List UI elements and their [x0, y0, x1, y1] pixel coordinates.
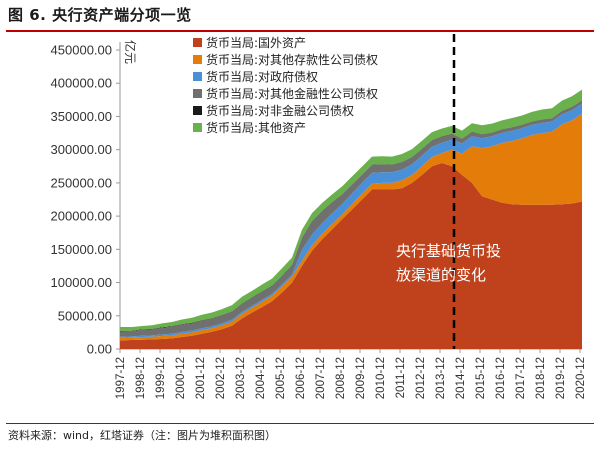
- legend: 货币当局:国外资产货币当局:对其他存款性公司债权货币当局:对政府债权货币当局:对…: [193, 35, 378, 135]
- x-tick-label: 2016-12: [495, 357, 507, 399]
- source-note: 资料来源：wind，红塔证券（注：图片为堆积面积图）: [8, 429, 277, 442]
- legend-label-1: 货币当局:对其他存款性公司债权: [206, 52, 378, 67]
- legend-swatch-5: [193, 123, 202, 132]
- y-tick-label: 150000.00: [51, 242, 112, 257]
- x-tick-label: 2007-12: [315, 357, 327, 399]
- x-tick-label: 2000-12: [175, 357, 187, 399]
- legend-swatch-2: [193, 72, 202, 81]
- title-rule: [6, 30, 594, 32]
- x-tick-label: 2020-12: [575, 357, 587, 399]
- x-tick-label: 2018-12: [535, 357, 547, 399]
- x-tick-label: 1998-12: [135, 357, 147, 399]
- x-tick-label: 2001-12: [195, 357, 207, 399]
- x-tick-label: 2008-12: [335, 357, 347, 399]
- annotation-line-2: 放渠道的变化: [396, 266, 486, 284]
- x-tick-label: 1999-12: [155, 357, 167, 399]
- x-tick-label: 2012-12: [415, 357, 427, 399]
- y-axis-unit-label: 亿元: [123, 40, 138, 64]
- x-tick-label: 2011-12: [395, 357, 407, 398]
- x-tick-label: 2003-12: [235, 357, 247, 399]
- y-tick-label: 450000.00: [51, 43, 112, 58]
- x-tick-label: 2019-12: [555, 357, 567, 399]
- y-tick-label: 200000.00: [51, 209, 112, 224]
- y-tick-label: 50000.00: [58, 308, 112, 323]
- y-tick-label: 350000.00: [51, 109, 112, 124]
- annotation-line-1: 央行基础货币投: [396, 242, 501, 260]
- y-tick-label: 0.00: [87, 342, 112, 357]
- legend-label-4: 货币当局:对非金融公司债权: [206, 103, 354, 118]
- x-tick-label: 1997-12: [115, 357, 127, 399]
- area-series-5: [120, 89, 582, 331]
- legend-swatch-0: [193, 38, 202, 47]
- area-series-3: [120, 100, 582, 337]
- y-tick-label: 300000.00: [51, 142, 112, 157]
- legend-label-2: 货币当局:对政府债权: [206, 69, 318, 84]
- legend-swatch-4: [193, 106, 202, 115]
- x-tick-label: 2005-12: [275, 357, 287, 399]
- legend-swatch-1: [193, 55, 202, 64]
- x-tick-label: 2014-12: [455, 357, 467, 399]
- figure-title: 图 6. 央行资产端分项一览: [8, 6, 192, 24]
- x-tick-label: 2017-12: [515, 357, 527, 399]
- legend-label-0: 货币当局:国外资产: [206, 35, 306, 50]
- area-series-0: [120, 163, 582, 349]
- tick-labels-layer: 0.00 50000.00 100000.00 150000.00 200000.00 2…: [51, 43, 587, 400]
- y-tick-label: 100000.00: [51, 275, 112, 290]
- legend-label-5: 货币当局:其他资产: [206, 120, 306, 135]
- bottom-rule: [6, 423, 594, 424]
- x-tick-label: 2013-12: [435, 357, 447, 399]
- x-tick-label: 2006-12: [295, 357, 307, 399]
- legend-swatch-3: [193, 89, 202, 98]
- y-tick-label: 250000.00: [51, 175, 112, 190]
- x-tick-label: 2004-12: [255, 357, 267, 399]
- x-tick-label: 2002-12: [215, 357, 227, 399]
- areas-layer: [120, 89, 582, 349]
- x-tick-label: 2010-12: [375, 357, 387, 399]
- x-tick-label: 2015-12: [475, 357, 487, 399]
- x-tick-label: 2009-12: [355, 357, 367, 399]
- legend-label-3: 货币当局:对其他金融性公司债权: [206, 86, 378, 101]
- area-series-2: [120, 103, 582, 338]
- y-tick-label: 400000.00: [51, 76, 112, 91]
- area-series-1: [120, 113, 582, 341]
